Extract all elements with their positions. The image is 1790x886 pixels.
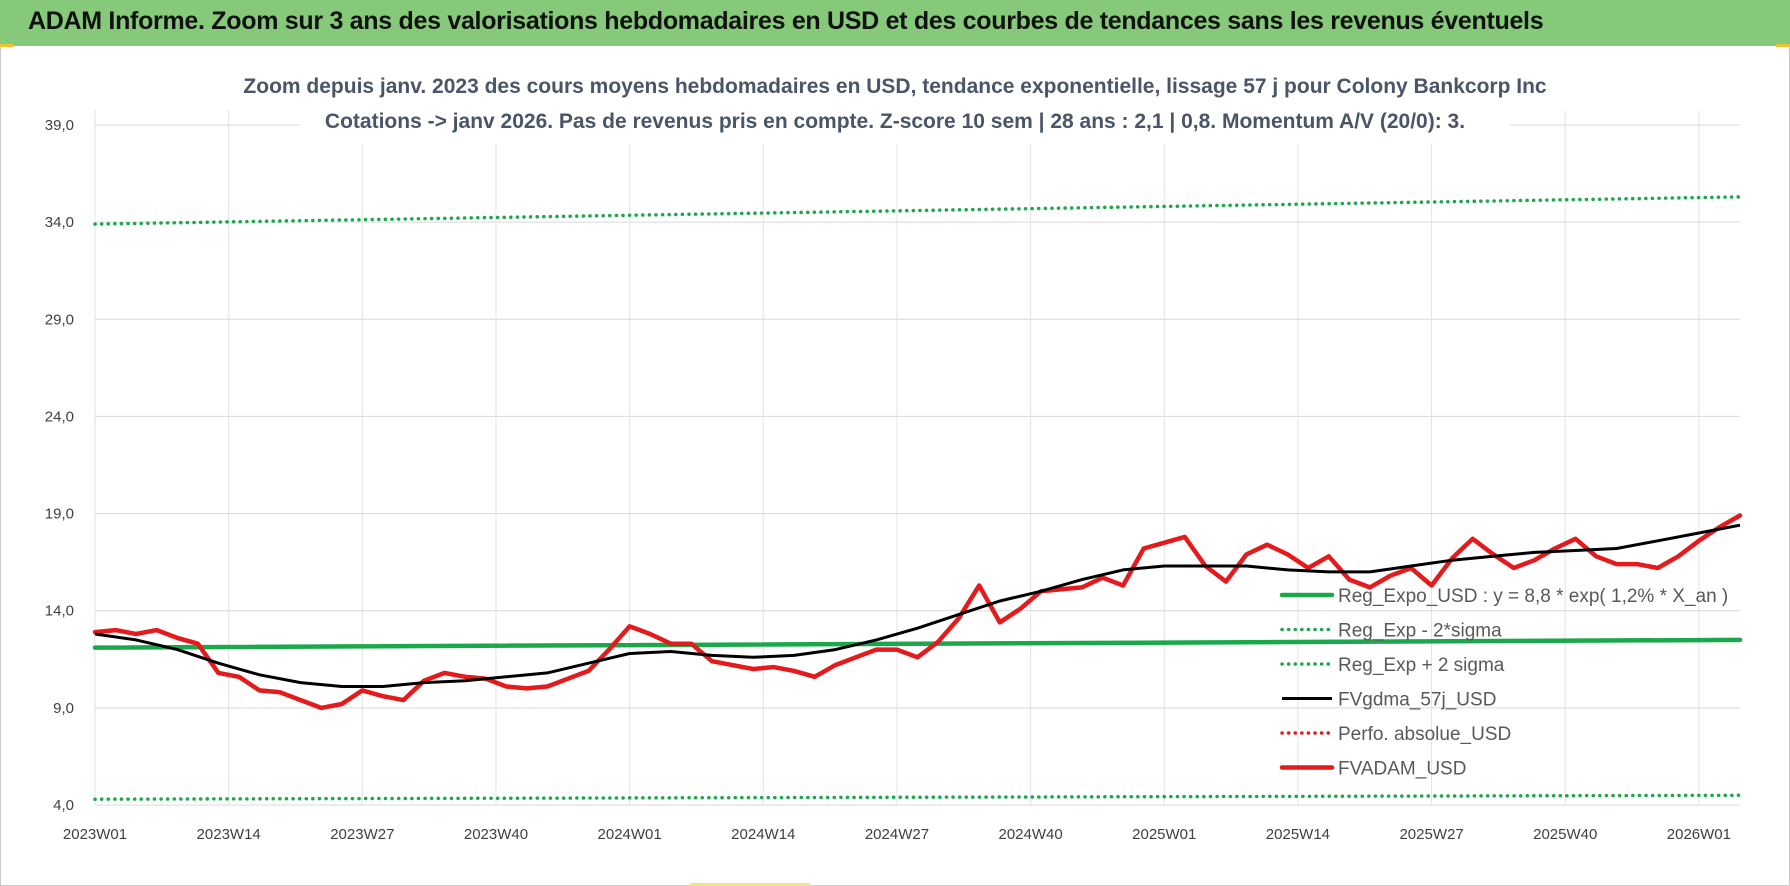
chart-subtitle-line2: Cotations -> janv 2026. Pas de revenus p… xyxy=(325,110,1465,133)
legend: Reg_Expo_USD : y = 8,8 * exp( 1,2% * X_a… xyxy=(1279,586,1728,780)
y-tick-label: 19,0 xyxy=(45,506,74,523)
series-layer xyxy=(92,195,1743,801)
subtitle-background xyxy=(300,66,1510,144)
y-axis-ticks: 4,0 9,0 14,0 19,0 24,0 29,0 34,0 39,0 xyxy=(45,117,74,814)
x-tick-label: 2024W27 xyxy=(865,826,929,843)
chart-subtitle-line1: Zoom depuis janv. 2023 des cours moyens … xyxy=(243,75,1546,98)
x-tick-label: 2024W40 xyxy=(998,826,1062,843)
y-tick-label: 29,0 xyxy=(45,311,74,328)
y-tick-label: 39,0 xyxy=(45,117,74,134)
x-tick-label: 2025W40 xyxy=(1533,826,1597,843)
y-tick-label: 34,0 xyxy=(45,214,74,231)
header-bar: ADAM Informe. Zoom sur 3 ans des valoris… xyxy=(0,0,1790,46)
page-title: ADAM Informe. Zoom sur 3 ans des valoris… xyxy=(28,7,1544,35)
legend-label: Reg_Exp - 2*sigma xyxy=(1338,621,1502,642)
grid-layer xyxy=(94,110,1740,806)
legend-label: Reg_Exp + 2 sigma xyxy=(1338,655,1505,676)
x-axis-ticks: 2023W01 2023W14 2023W27 2023W40 2024W01 2024W… xyxy=(63,826,1731,843)
x-tick-label: 2024W14 xyxy=(731,826,795,843)
series-line-2 xyxy=(93,195,1742,226)
y-tick-label: 14,0 xyxy=(45,603,74,620)
header-corner-accent-right xyxy=(1776,44,1790,47)
x-tick-label: 2025W01 xyxy=(1132,826,1196,843)
legend-label: FVgdma_57j_USD xyxy=(1338,690,1496,711)
x-tick-label: 2023W14 xyxy=(197,826,261,843)
x-tick-label: 2023W01 xyxy=(63,826,127,843)
series-line-1 xyxy=(93,793,1742,801)
bottom-accent xyxy=(690,883,810,886)
x-tick-label: 2026W01 xyxy=(1667,826,1731,843)
y-tick-label: 24,0 xyxy=(45,408,74,425)
series-line-5 xyxy=(92,513,1743,711)
x-tick-label: 2025W27 xyxy=(1399,826,1463,843)
x-tick-label: 2025W14 xyxy=(1266,826,1330,843)
y-tick-label: 9,0 xyxy=(53,700,74,717)
legend-label: FVADAM_USD xyxy=(1338,759,1466,780)
legend-label: Reg_Expo_USD : y = 8,8 * exp( 1,2% * X_a… xyxy=(1338,586,1728,607)
legend-label: Perfo. absolue_USD xyxy=(1338,724,1511,745)
series-line-0 xyxy=(92,637,1743,650)
x-tick-label: 2023W40 xyxy=(464,826,528,843)
y-tick-label: 4,0 xyxy=(53,797,74,814)
header-corner-accent-left xyxy=(0,44,14,47)
x-tick-label: 2023W27 xyxy=(330,826,394,843)
x-tick-label: 2024W01 xyxy=(598,826,662,843)
series-line-3 xyxy=(94,523,1741,688)
